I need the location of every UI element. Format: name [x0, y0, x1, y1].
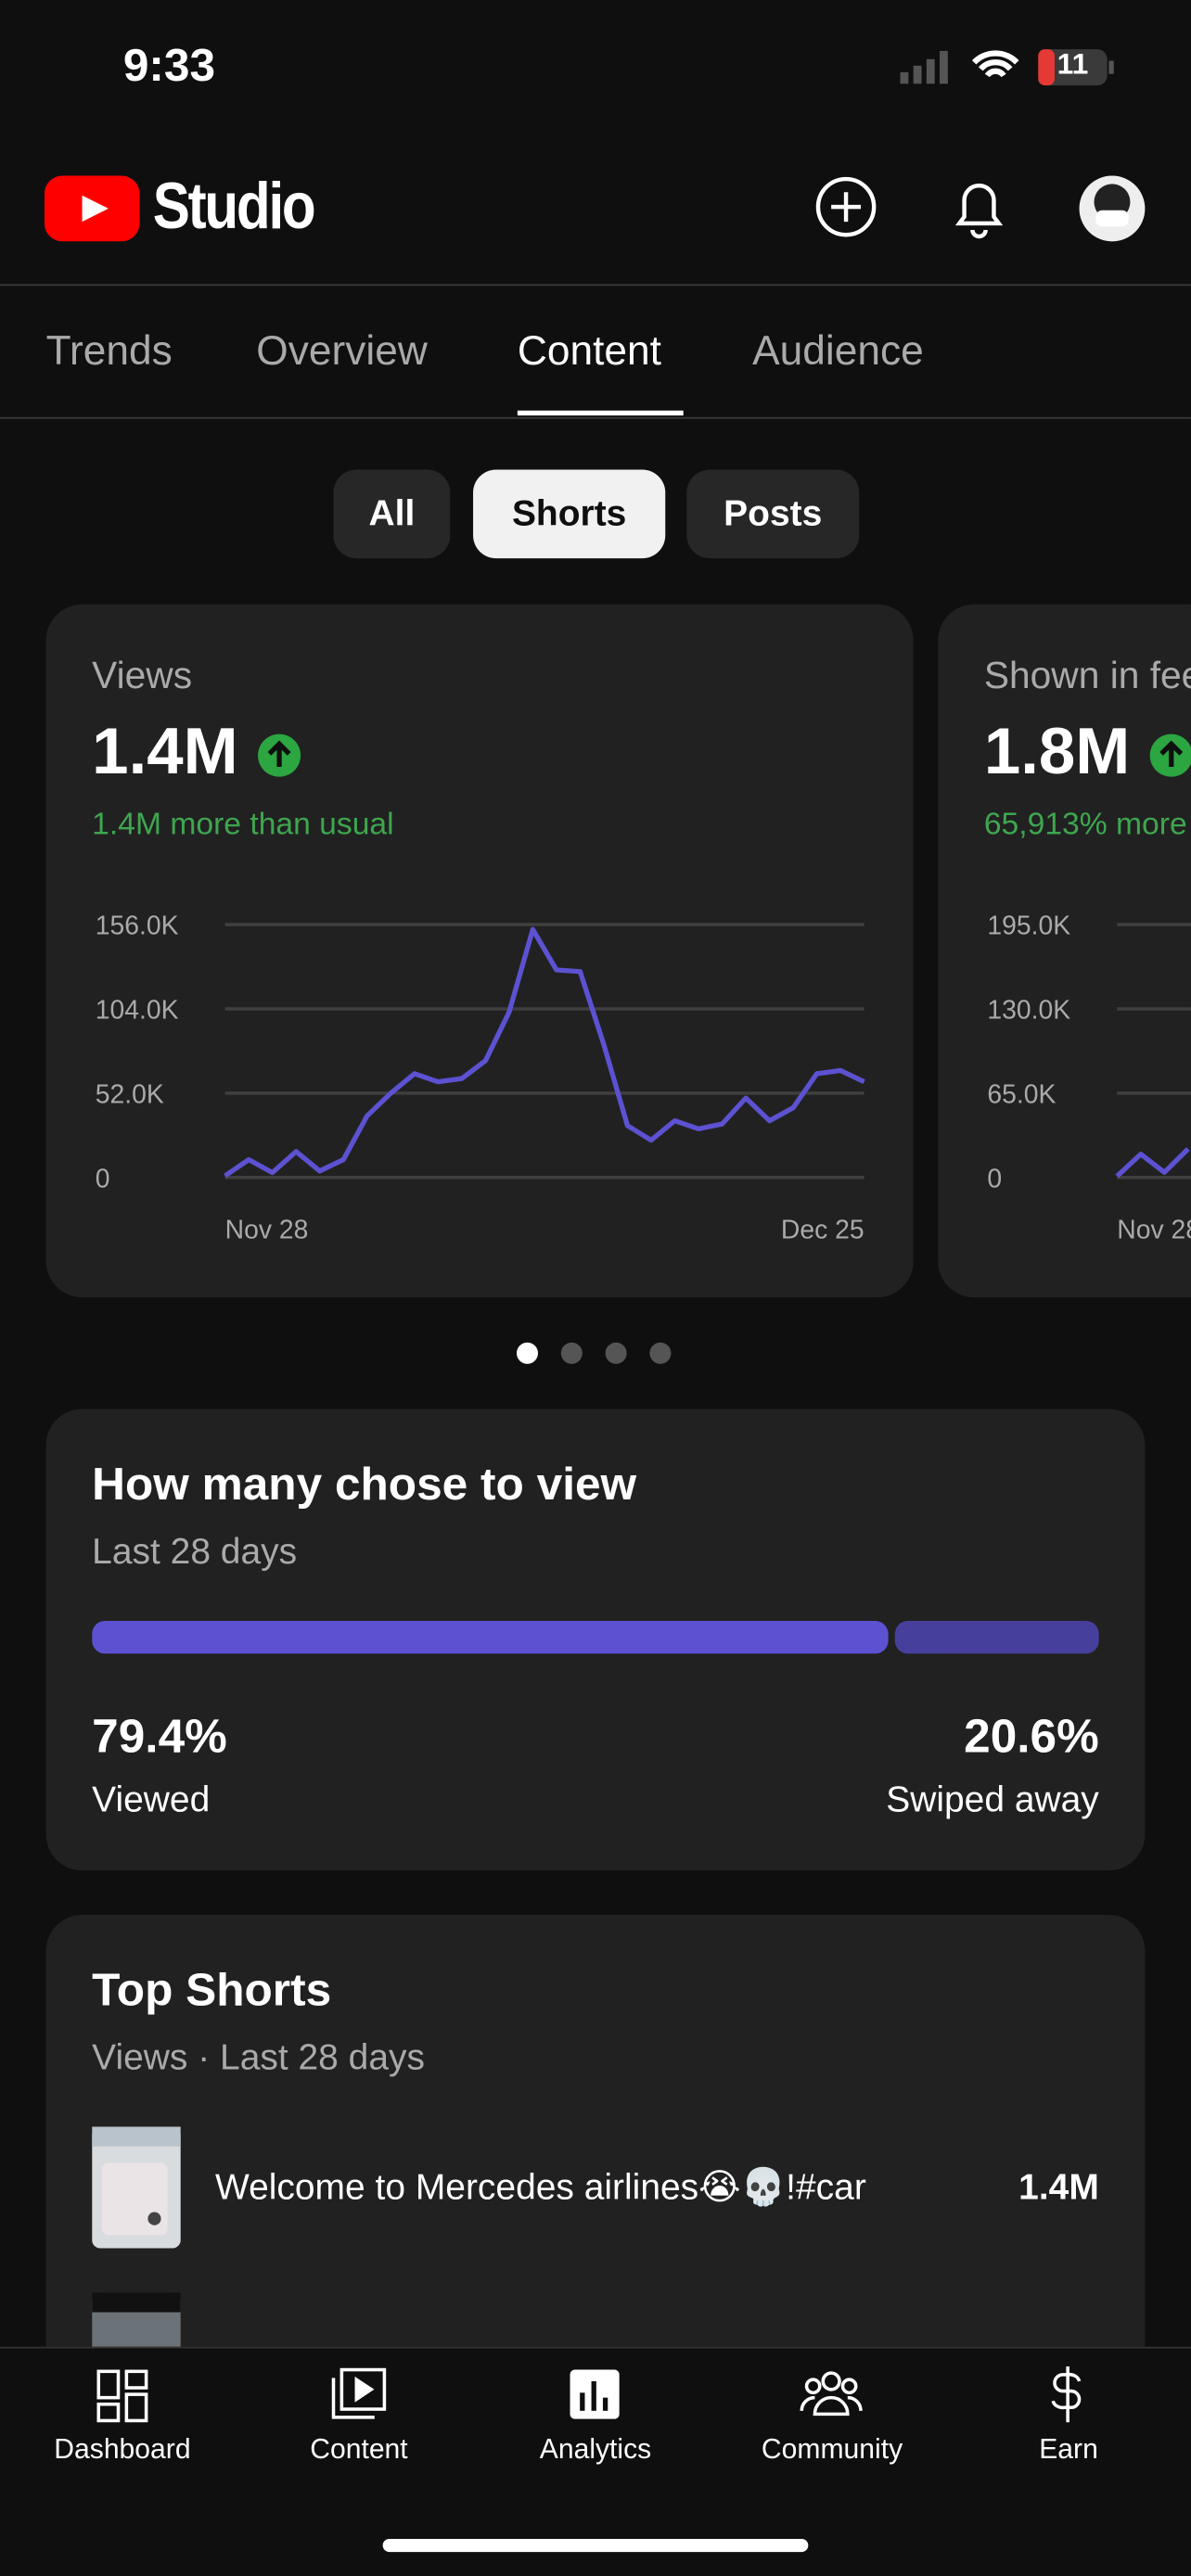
pager-dots	[516, 1342, 672, 1364]
y-tick-label: 65.0K	[987, 1080, 1056, 1110]
metric-card[interactable]: Views 1.4M 1.4M more than usual 0 52.0K 104.0…	[45, 604, 914, 1298]
line-chart: 0 52.0K 104.0K 156.0K Nov 28 Dec 25	[96, 912, 865, 1244]
short-title[interactable]: Welcome to Mercedes airlines😭💀!#car	[215, 2165, 866, 2208]
short-views: 1.4M	[1018, 2165, 1099, 2208]
status-icons	[900, 49, 1114, 86]
tab-active[interactable]: Content	[517, 328, 661, 375]
viewed-label: Viewed	[92, 1778, 211, 1820]
nav-item[interactable]: Analytics	[539, 2433, 652, 2466]
metric-value: 1.4M	[92, 716, 238, 789]
avatar[interactable]	[1078, 174, 1146, 243]
tab[interactable]: Trends	[45, 328, 173, 375]
create-button[interactable]	[813, 174, 882, 243]
nav-item[interactable]: Content	[310, 2433, 408, 2466]
trend-up-icon	[258, 733, 301, 777]
trend-up-icon	[1149, 733, 1191, 777]
line-chart: 0 65.0K 130.0K 195.0K Nov 28	[987, 912, 1191, 1244]
header-title: Studio	[152, 171, 316, 244]
card-subtitle: Last 28 days	[92, 1530, 298, 1572]
y-tick-label: 104.0K	[96, 996, 179, 1026]
icon-arrow	[267, 740, 291, 768]
line	[1115, 1147, 1190, 1179]
y-tick-label: 195.0K	[987, 912, 1070, 941]
nav-item[interactable]: Dashboard	[54, 2433, 191, 2466]
viewed-percent: 79.4%	[92, 1711, 227, 1765]
thumbnail[interactable]	[92, 2126, 181, 2249]
metric-label: Views	[92, 653, 193, 696]
divider	[0, 416, 1191, 419]
y-tick-label: 130.0K	[987, 996, 1070, 1026]
nav-item[interactable]: Earn	[1039, 2433, 1098, 2466]
bar-segment	[894, 1620, 1099, 1654]
swiped-percent: 20.6%	[964, 1711, 1099, 1765]
metric-card[interactable]: Shown in feed 1.8M 65,913% more than usual…	[938, 604, 1191, 1298]
chose-card: How many chose to view Last 28 days 79.4…	[45, 1409, 1146, 1871]
y-tick-label: 0	[96, 1164, 110, 1193]
filter-chip[interactable]: All	[333, 469, 451, 559]
progress-bar	[92, 1620, 1099, 1654]
youtube-logo	[44, 175, 140, 242]
metric-label: Shown in feed	[983, 653, 1191, 696]
swiped-label: Swiped away	[886, 1778, 1099, 1820]
y-tick-label: 156.0K	[96, 912, 179, 941]
home-indicator	[382, 2538, 809, 2553]
battery-level: 11	[1057, 47, 1089, 81]
divider	[0, 284, 1191, 287]
tab[interactable]: Overview	[256, 328, 428, 375]
x-tick-label: Dec 25	[781, 1215, 864, 1244]
filter-chip-selected[interactable]: Shorts	[473, 469, 666, 559]
filter-chip[interactable]: Posts	[686, 469, 860, 559]
notifications-button[interactable]	[950, 174, 1009, 243]
y-tick-label: 0	[987, 1164, 1002, 1193]
card-title: Top Shorts	[92, 1964, 332, 2016]
metric-note: 65,913% more than usual	[983, 808, 1191, 843]
icon-arrow	[1159, 740, 1184, 768]
x-tick-label: Nov 28	[225, 1215, 309, 1244]
card-subtitle: Views · Last 28 days	[92, 2036, 425, 2078]
tab-indicator	[517, 410, 684, 416]
nav-icons	[96, 2366, 1082, 2423]
line	[224, 926, 865, 1179]
metric-value: 1.8M	[983, 716, 1131, 789]
bar-segment	[92, 1620, 889, 1654]
x-tick-label: Nov 28	[1117, 1215, 1191, 1244]
nav-item[interactable]: Community	[761, 2433, 903, 2466]
status-time: 9:33	[122, 39, 216, 91]
card-title: How many chose to view	[92, 1458, 637, 1510]
metric-note: 1.4M more than usual	[92, 808, 394, 843]
y-tick-label: 52.0K	[96, 1080, 164, 1110]
tab[interactable]: Audience	[752, 328, 924, 375]
